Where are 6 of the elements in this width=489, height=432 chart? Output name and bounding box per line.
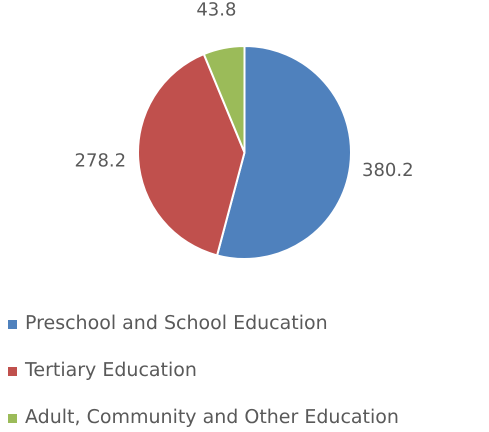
data-label: 380.2 <box>362 160 414 181</box>
data-label: 43.8 <box>196 0 236 20</box>
legend-label: Tertiary Education <box>25 359 197 381</box>
data-label: 278.2 <box>74 150 126 172</box>
legend-label: Preschool and School Education <box>25 312 328 334</box>
legend-label: Adult, Community and Other Education <box>25 406 399 428</box>
